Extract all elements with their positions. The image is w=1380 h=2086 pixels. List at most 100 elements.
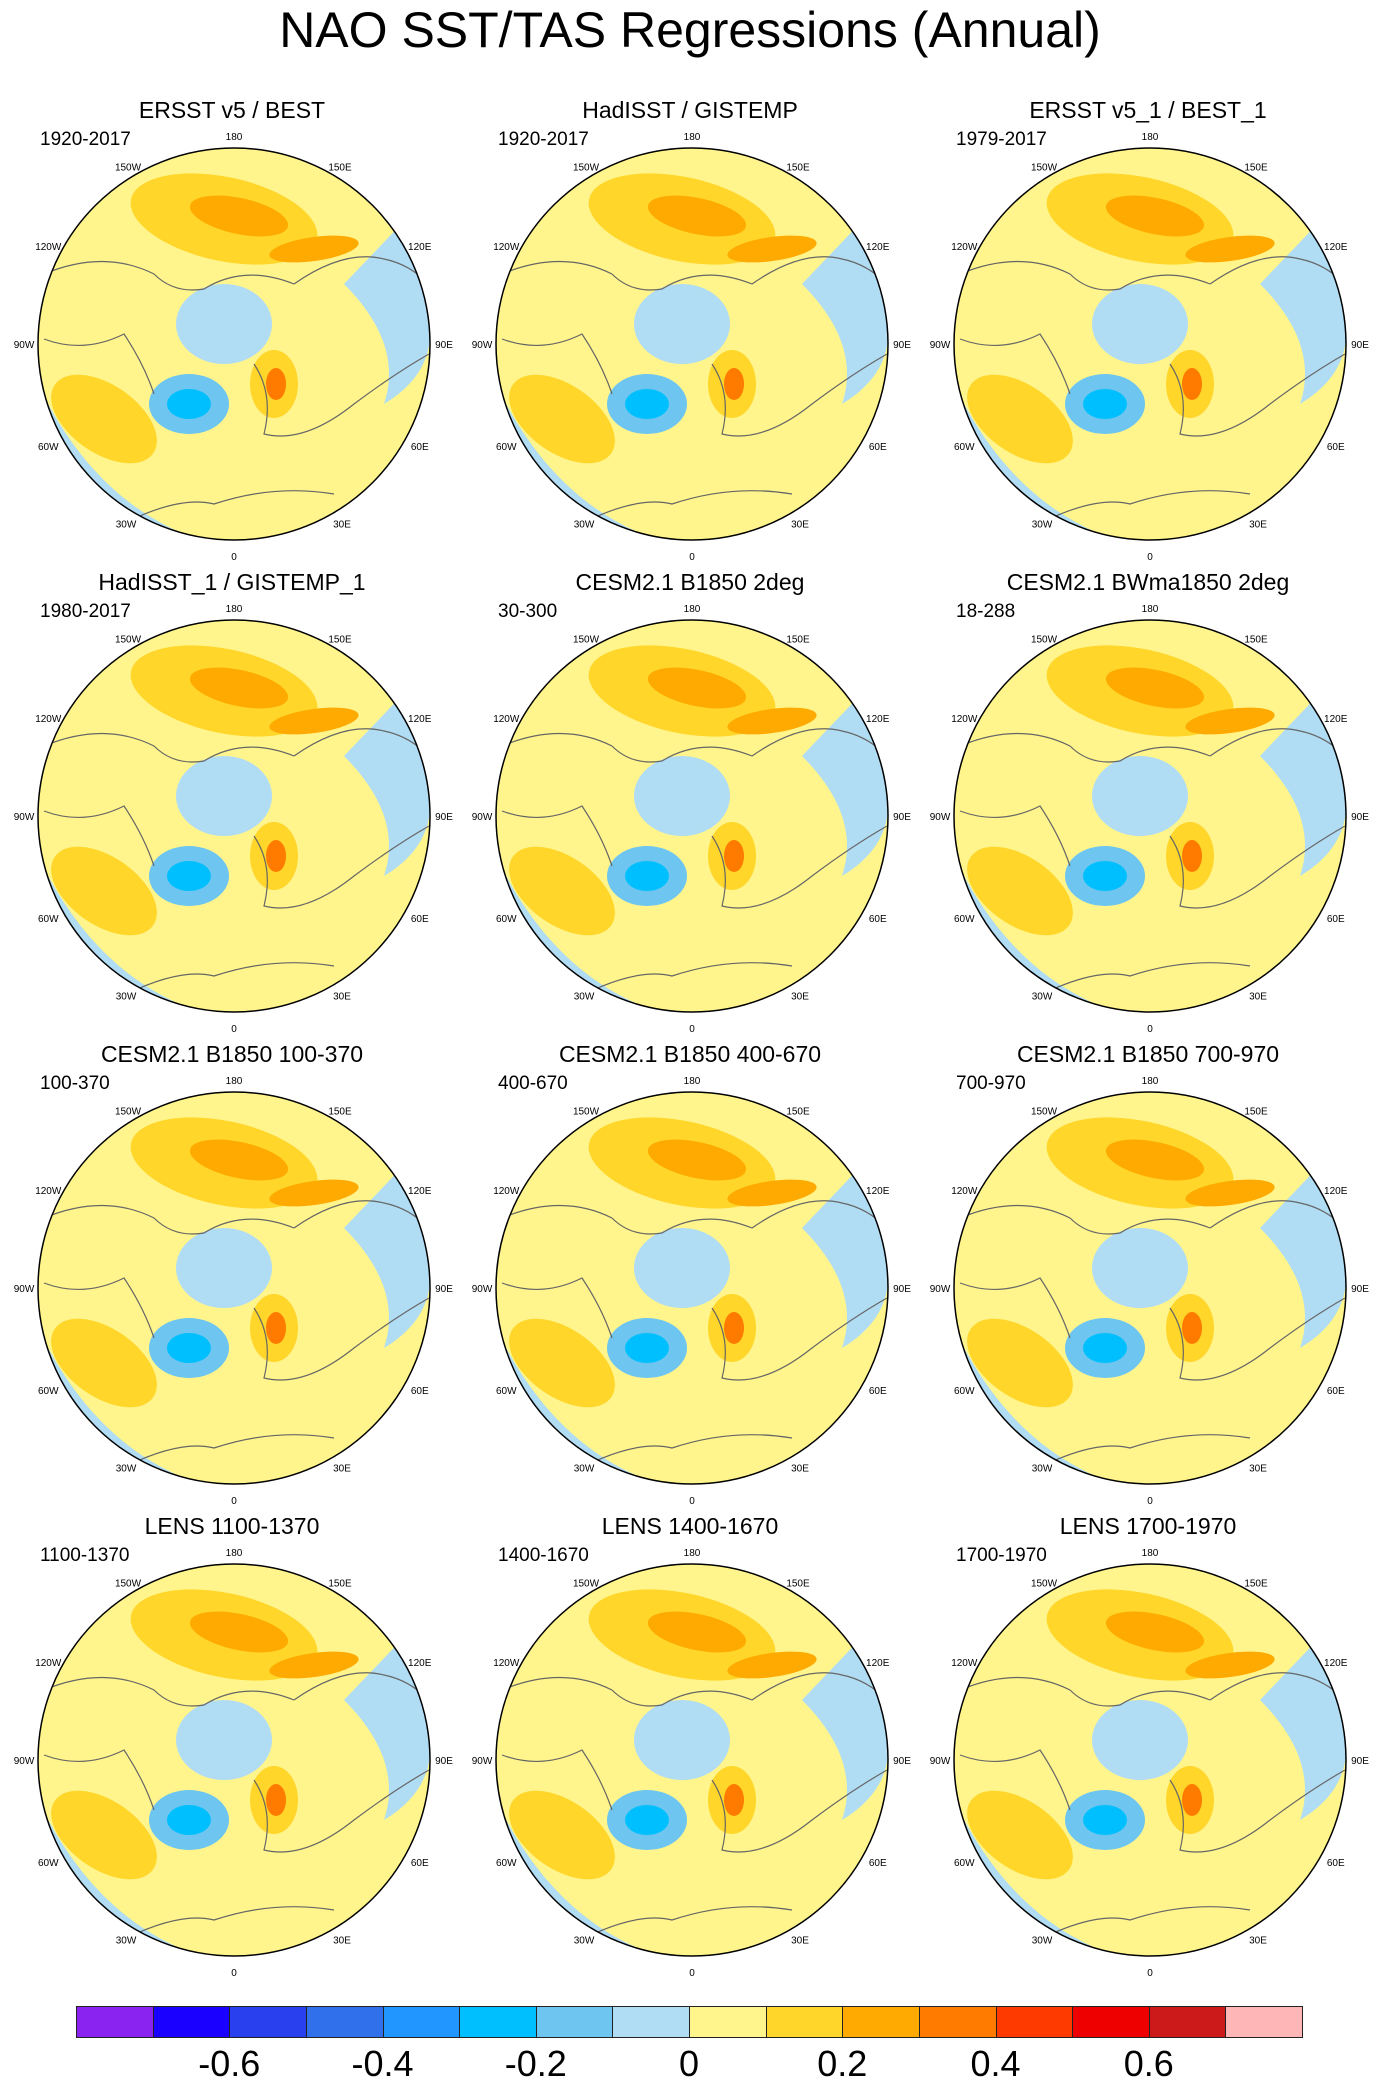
pacific-warm-core: [1105, 1139, 1205, 1181]
longitude-label: 60E: [411, 442, 429, 453]
atlantic-warm-anomaly: [51, 846, 157, 936]
subpolar-cold-core: [167, 1333, 211, 1363]
longitude-label: 180: [684, 604, 701, 615]
longitude-label: 60W: [496, 914, 517, 925]
coastline: [253, 1297, 430, 1381]
colorbar: [76, 2006, 1303, 2038]
siberia-warm-anomaly: [727, 235, 817, 263]
longitude-label: 0: [1147, 1496, 1153, 1504]
longitude-label: 90E: [1351, 1756, 1369, 1767]
coastline: [561, 1434, 793, 1479]
longitude-label: 150W: [1031, 1106, 1058, 1117]
longitude-label: 0: [689, 552, 695, 560]
longitude-label: 90E: [435, 1756, 453, 1767]
map-boundary: [37, 1563, 431, 1957]
longitude-label: 180: [684, 132, 701, 143]
arctic-anomaly: [176, 756, 272, 836]
longitude-label: 60W: [954, 1858, 975, 1869]
longitude-label: 120W: [951, 1186, 978, 1197]
eurasia-warm-core: [724, 368, 744, 400]
colorbar-cell: [229, 2006, 307, 2038]
panel-title: HadISST_1 / GISTEMP_1: [98, 569, 366, 595]
cool-band: [954, 1328, 1346, 1484]
longitude-label: 120E: [408, 714, 432, 725]
panel-title: CESM2.1 B1850 2deg: [575, 569, 805, 595]
panel-period: 1920-2017: [498, 129, 589, 150]
polar-map: 180 150E 120E 90E 60E 30E 0 30W 60W 90W 120W 150W: [930, 132, 1370, 560]
longitude-label: 120E: [866, 714, 890, 725]
coastline: [43, 333, 155, 395]
map-panel: CESM2.1 BWma1850 2deg 18-288 180 150E 120E 90…: [918, 562, 1378, 1032]
eurasia-warm-core: [1182, 1312, 1202, 1344]
longitude-label: 120E: [408, 242, 432, 253]
colorbar-tick-label: -0.2: [504, 2043, 567, 2084]
coastline: [43, 1749, 155, 1811]
arctic-anomaly: [176, 284, 272, 364]
longitude-label: 150E: [1244, 1578, 1268, 1589]
longitude-label: 150E: [786, 1578, 810, 1589]
coastline: [1169, 1769, 1346, 1853]
map-panel: LENS 1400-1670 1400-1670 180 150E 120E 90E 60E…: [460, 1506, 920, 1976]
map-boundary: [37, 1091, 431, 1485]
coastline: [561, 490, 793, 535]
longitude-label: 60E: [869, 1386, 887, 1397]
map-boundary: [37, 619, 431, 1013]
eurasia-warm-core: [1182, 1784, 1202, 1816]
longitude-label: 90W: [930, 340, 951, 351]
coastline: [561, 962, 793, 1007]
longitude-label: 90W: [930, 812, 951, 823]
siberia-warm-anomaly: [1185, 235, 1275, 263]
cool-band: [496, 856, 888, 1012]
longitude-label: 60E: [1327, 442, 1345, 453]
coastline: [1209, 728, 1346, 757]
coastline: [1019, 962, 1251, 1007]
subpolar-cold-core: [625, 861, 669, 891]
cool-band: [496, 1800, 888, 1956]
longitude-label: 0: [231, 1024, 237, 1032]
map-panel: CESM2.1 B1850 100-370 100-370 180 150E 120E 9…: [2, 1034, 462, 1504]
eurasia-warm-core: [266, 840, 286, 872]
longitude-label: 30E: [333, 1464, 351, 1475]
longitude-label: 90E: [435, 812, 453, 823]
pacific-warm-core: [1105, 667, 1205, 709]
coastline: [501, 333, 613, 395]
pacific-warm-core: [647, 667, 747, 709]
panel-title: LENS 1700-1970: [1059, 1513, 1237, 1539]
panel-title: LENS 1400-1670: [601, 1513, 779, 1539]
arctic-anomaly: [1092, 1700, 1188, 1780]
coastline: [959, 805, 1071, 867]
panel-period: 1980-2017: [40, 601, 131, 622]
siberia-warm-anomaly: [269, 1179, 359, 1207]
longitude-label: 30W: [574, 1464, 595, 1475]
colorbar-tick-label: -0.4: [351, 2043, 414, 2084]
polar-map: 180 150E 120E 90E 60E 30E 0 30W 60W 90W 120W 150W: [14, 132, 454, 560]
longitude-label: 90W: [472, 812, 493, 823]
longitude-label: 60W: [38, 442, 59, 453]
polar-map: 180 150E 120E 90E 60E 30E 0 30W 60W 90W 120W 150W: [14, 604, 454, 1032]
longitude-label: 0: [231, 1968, 237, 1976]
longitude-label: 30W: [1032, 1936, 1053, 1947]
atlantic-warm-anomaly: [509, 1790, 615, 1880]
longitude-label: 150E: [328, 1106, 352, 1117]
coastline: [1019, 1434, 1251, 1479]
longitude-label: 180: [1142, 132, 1159, 143]
coastline: [1019, 1906, 1251, 1951]
map-panel: CESM2.1 B1850 700-970 700-970 180 150E 120E 9…: [918, 1034, 1378, 1504]
map-boundary: [953, 619, 1347, 1013]
polar-map: 180 150E 120E 90E 60E 30E 0 30W 60W 90W 120W 150W: [472, 132, 912, 560]
coastline: [711, 353, 888, 437]
longitude-label: 60W: [954, 1386, 975, 1397]
coastline: [711, 825, 888, 909]
map-panel: CESM2.1 B1850 2deg 30-300 180 150E 120E 90E 60…: [460, 562, 920, 1032]
longitude-label: 60E: [869, 442, 887, 453]
longitude-label: 30W: [1032, 520, 1053, 531]
colorbar-cell: [1225, 2006, 1303, 2038]
longitude-label: 150W: [573, 1106, 600, 1117]
longitude-label: 60E: [411, 1858, 429, 1869]
longitude-label: 60W: [38, 914, 59, 925]
panel-title: LENS 1100-1370: [144, 1513, 320, 1539]
longitude-label: 30E: [333, 520, 351, 531]
polar-map: 180 150E 120E 90E 60E 30E 0 30W 60W 90W 120W 150W: [930, 1548, 1370, 1976]
pacific-warm-core: [189, 195, 289, 237]
siberia-warm-anomaly: [727, 1651, 817, 1679]
